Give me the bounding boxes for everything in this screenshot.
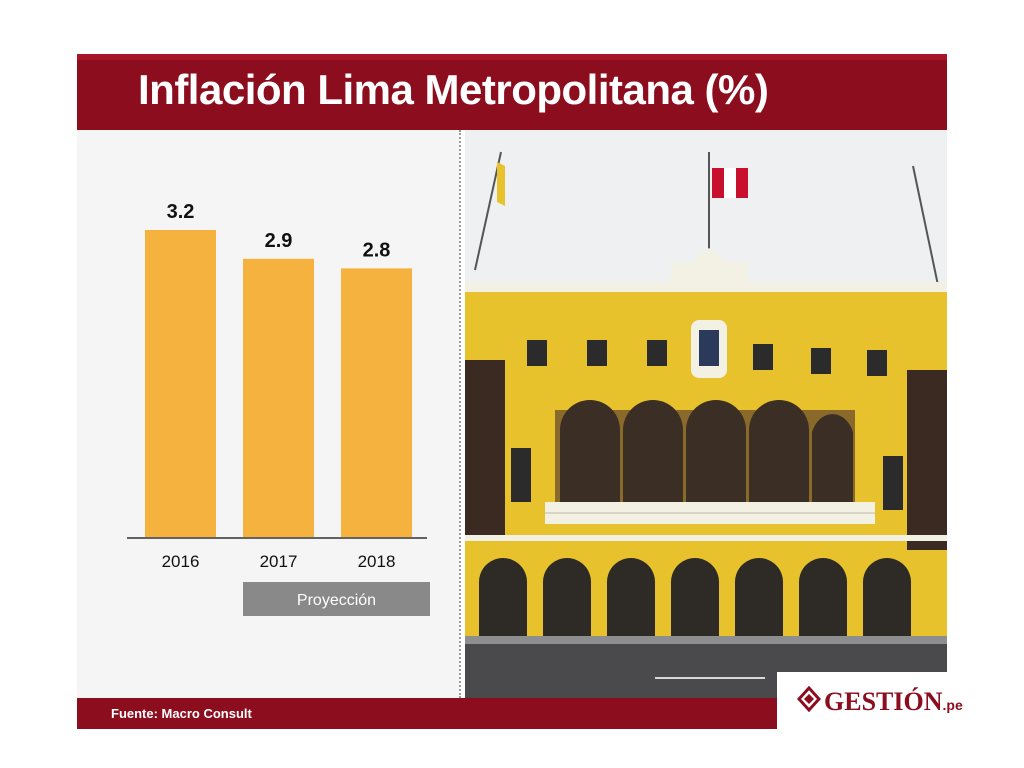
title-banner: Inflación Lima Metropolitana (%) <box>77 54 947 130</box>
bar-chart: 3.2 2016 2.9 2017 2.8 2018 Proyección <box>127 201 430 616</box>
source-note: Fuente: Macro Consult <box>111 706 252 721</box>
value-label-2016: 3.2 <box>167 201 195 223</box>
projection-label: Proyección <box>297 592 376 609</box>
page-title: Inflación Lima Metropolitana (%) <box>138 66 769 113</box>
x-tick-2017: 2017 <box>260 552 298 571</box>
value-label-2018: 2.8 <box>363 239 391 261</box>
gestion-logo-icon <box>797 686 821 712</box>
bar-2016 <box>145 230 216 537</box>
building-illustration <box>465 130 947 698</box>
dotted-divider <box>459 130 461 698</box>
projection-box <box>243 582 430 616</box>
municipal-palace-photo <box>465 130 947 698</box>
gestion-logo-text: GESTIÓN.pe <box>824 687 963 717</box>
gestion-logo-suffix: .pe <box>942 697 963 713</box>
bar-2018 <box>341 268 412 537</box>
bar-2017 <box>243 258 314 537</box>
chart-panel: 3.2 2016 2.9 2017 2.8 2018 Proyección <box>77 130 459 698</box>
footer-bar: Fuente: Macro Consult GESTIÓN.pe <box>77 672 963 729</box>
banner-top-stripe <box>77 54 947 60</box>
gestion-logo: GESTIÓN.pe <box>777 672 963 729</box>
x-tick-2016: 2016 <box>162 552 200 571</box>
gestion-logo-word: GESTIÓN <box>824 687 943 716</box>
value-label-2017: 2.9 <box>265 230 293 252</box>
x-tick-2018: 2018 <box>358 552 396 571</box>
